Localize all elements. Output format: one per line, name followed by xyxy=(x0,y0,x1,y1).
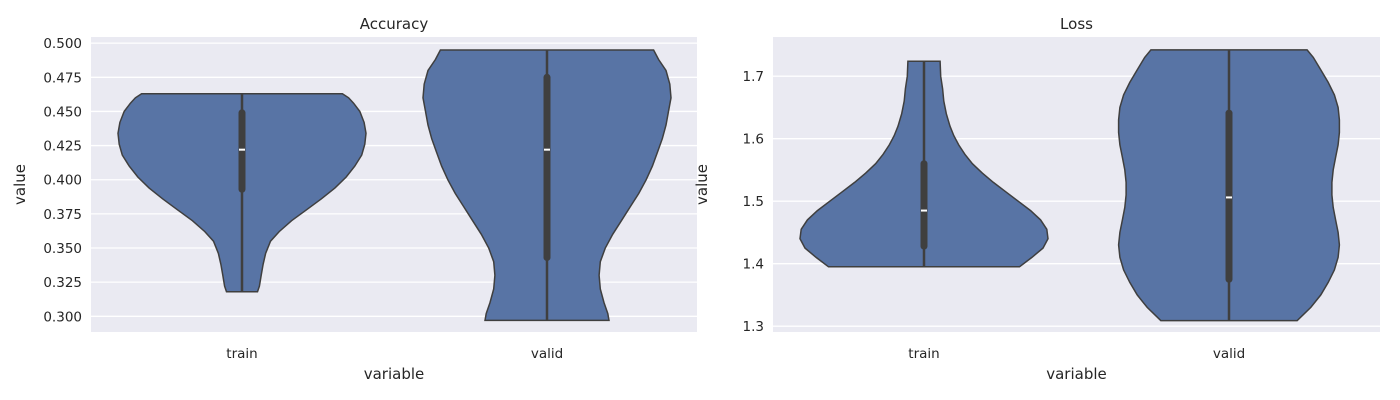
x-tick-label: train xyxy=(908,346,939,362)
chart-title: Accuracy xyxy=(360,15,429,33)
y-tick-label: 0.500 xyxy=(43,36,82,52)
y-tick-label: 0.475 xyxy=(43,70,82,86)
median-marker-valid xyxy=(1226,196,1232,199)
y-tick-label: 1.4 xyxy=(743,257,764,273)
y-tick-label: 1.5 xyxy=(743,194,764,210)
median-marker-valid xyxy=(544,148,550,151)
y-tick-label: 0.325 xyxy=(43,275,82,291)
x-tick-label: valid xyxy=(531,346,563,362)
y-tick-label: 0.450 xyxy=(43,104,82,120)
x-axis-label: variable xyxy=(1046,365,1107,383)
y-tick-label: 0.375 xyxy=(43,207,82,223)
x-tick-label: valid xyxy=(1213,346,1245,362)
chart-title: Loss xyxy=(1060,15,1093,33)
median-marker-train xyxy=(921,209,927,212)
x-axis-label: variable xyxy=(364,365,425,383)
x-tick-label: train xyxy=(226,346,257,362)
y-tick-label: 1.3 xyxy=(743,319,764,335)
y-tick-label: 1.6 xyxy=(743,132,764,148)
y-tick-label: 0.400 xyxy=(43,173,82,189)
y-tick-label: 0.425 xyxy=(43,139,82,155)
y-tick-label: 0.300 xyxy=(43,309,82,325)
loss-panel: 1.3 1.4 1.5 1.6 1.7 Loss variable value train val… xyxy=(693,15,1380,383)
y-tick-label: 1.7 xyxy=(743,69,764,85)
y-axis-label: value xyxy=(11,164,29,205)
y-tick-label: 0.350 xyxy=(43,241,82,257)
median-marker-train xyxy=(239,148,245,151)
y-axis-label: value xyxy=(693,164,711,205)
accuracy-panel: 0.300 0.325 0.350 0.375 0.400 0.425 0.450 0.475… xyxy=(11,15,697,383)
